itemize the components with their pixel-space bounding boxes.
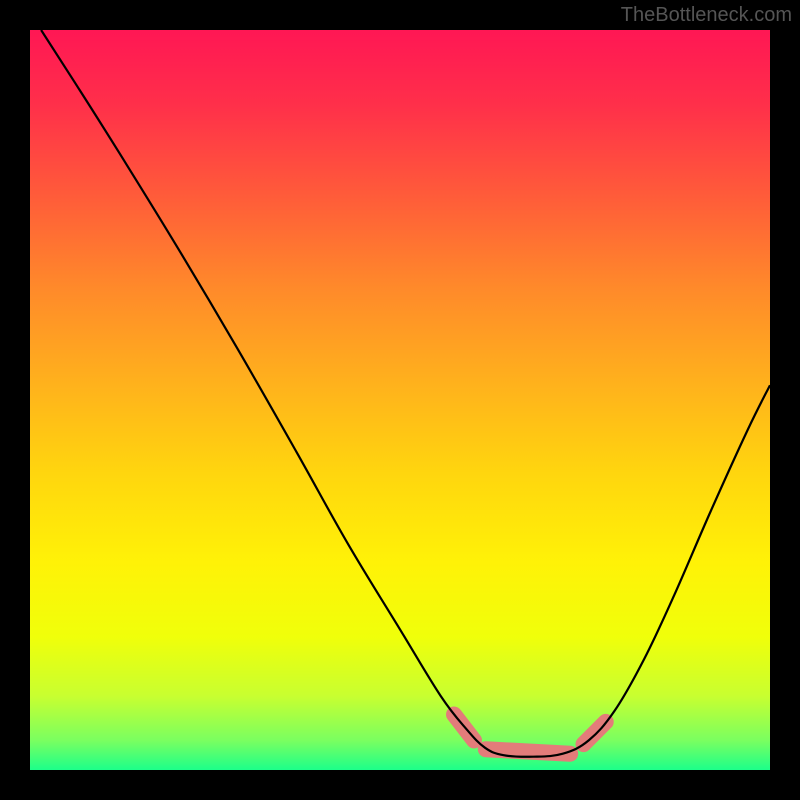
chart-plot-area (30, 30, 770, 770)
watermark-text: TheBottleneck.com (621, 4, 792, 27)
bottleneck-curve (41, 30, 770, 757)
chart-curves (30, 30, 770, 770)
